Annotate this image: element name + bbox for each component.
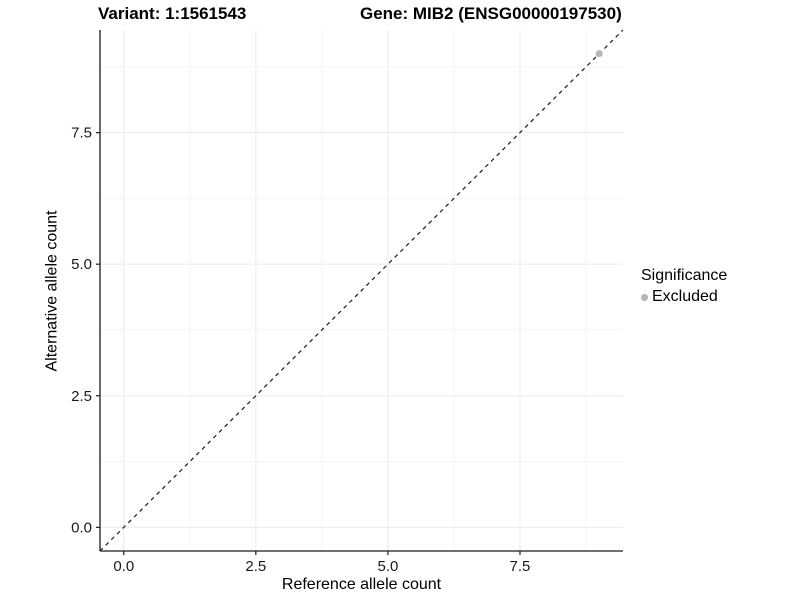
x-axis-title: Reference allele count xyxy=(281,576,442,593)
y-tick-label: 2.5 xyxy=(71,388,92,405)
y-axis-title: Alternative allele count xyxy=(43,210,61,372)
legend: Significance Excluded xyxy=(641,267,727,306)
y-tick-label: 0.0 xyxy=(71,519,92,536)
legend-title: Significance xyxy=(641,267,728,284)
legend-item-label: Excluded xyxy=(652,288,718,305)
x-tick-label: 2.5 xyxy=(245,558,266,575)
legend-point-icon xyxy=(641,293,648,301)
plot-title-gene: Gene: MIB2 (ENSG00000197530) xyxy=(360,4,622,23)
x-tick-label: 5.0 xyxy=(377,558,398,575)
identity-dashed-line xyxy=(99,29,624,552)
x-tick-label: 7.5 xyxy=(510,558,531,575)
y-tick-label: 5.0 xyxy=(71,256,92,273)
x-tick-label: 0.0 xyxy=(113,558,134,575)
legend-item-excluded: Excluded xyxy=(641,288,727,306)
plot-title-variant: Variant: 1:1561543 xyxy=(98,4,247,23)
data-point-excluded xyxy=(595,50,603,58)
y-tick-label: 7.5 xyxy=(71,125,92,142)
